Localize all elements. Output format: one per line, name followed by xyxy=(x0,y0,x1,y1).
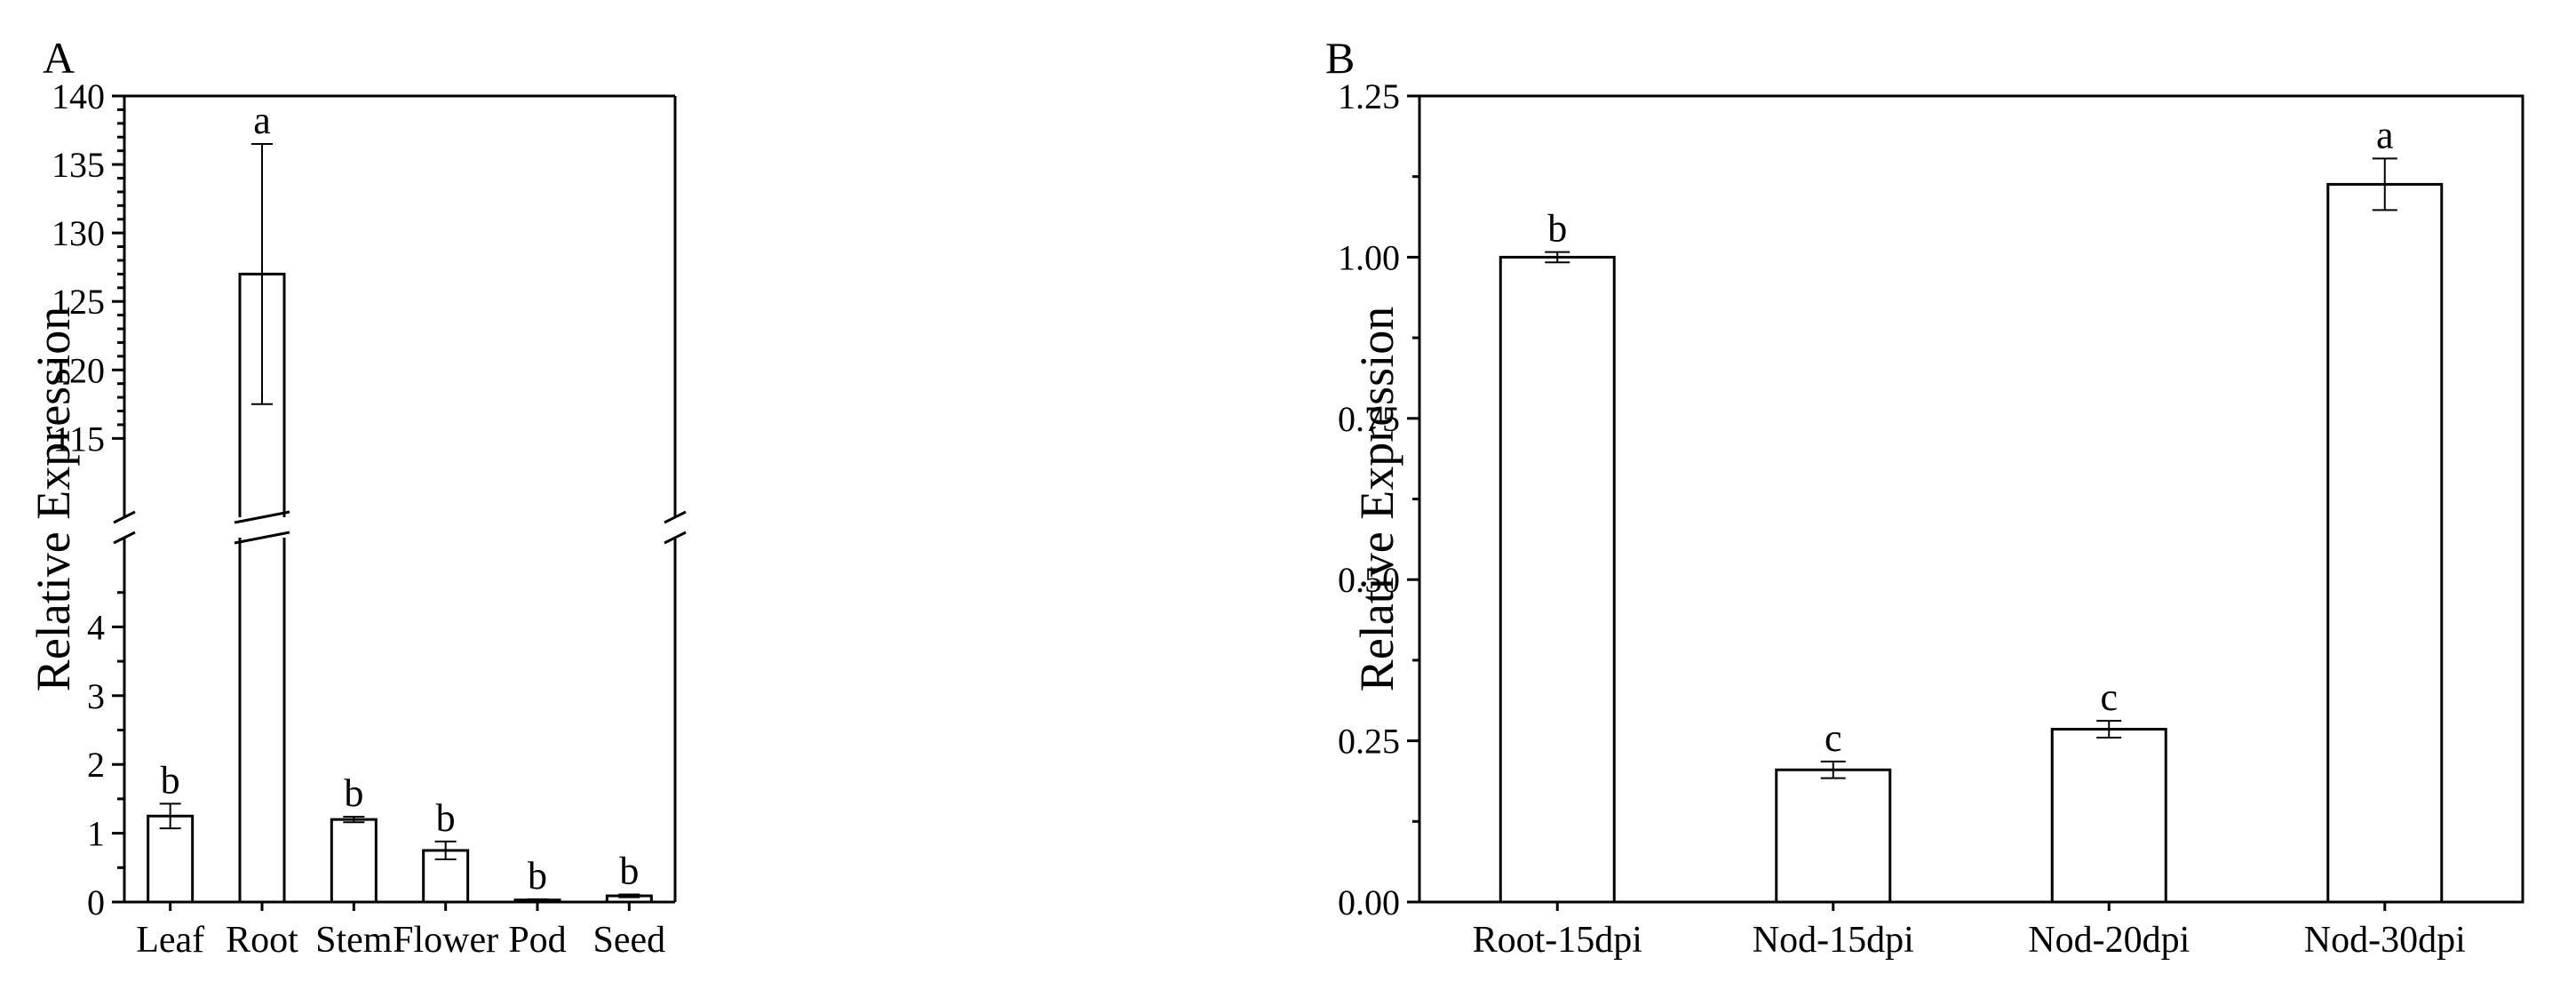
panel-b-bars: b Root-15dpi c Nod-15dpi c Nod-20dpi a Nod-30dp… xyxy=(1473,113,2466,961)
y-tick-label: 120 xyxy=(52,350,105,390)
y-tick-label: 3 xyxy=(87,676,105,716)
panel-a-label: A xyxy=(43,33,75,83)
bar-group-seed: b Seed xyxy=(593,849,666,961)
x-tick-label: Pod xyxy=(508,920,566,961)
bar-break-mark xyxy=(234,510,290,524)
y-axis-break-mark xyxy=(113,510,136,524)
bar-break-gap xyxy=(236,517,288,538)
panel-b-y-axis-label: Relative Expression xyxy=(1350,307,1403,691)
y-tick-label: 140 xyxy=(52,76,105,116)
panel-b: B Relative Expression b Root-15dpi c Nod-15… xyxy=(1325,33,2524,961)
significance-label: a xyxy=(2376,113,2394,156)
y-tick-label: 0.75 xyxy=(1338,399,1400,439)
x-tick-label: Seed xyxy=(593,920,666,961)
bar-group-root-15dpi: b Root-15dpi xyxy=(1473,207,1642,961)
right-axis-break-mark xyxy=(664,510,687,524)
bar-group-stem: b Stem xyxy=(315,771,393,961)
y-tick-label: 135 xyxy=(52,145,105,185)
y-tick-label: 1.00 xyxy=(1338,237,1400,277)
y-tick-label: 1.25 xyxy=(1338,76,1400,116)
bar-group-root: a Root xyxy=(226,99,298,961)
significance-label: c xyxy=(2100,675,2118,719)
y-tick-label: 115 xyxy=(52,419,105,459)
significance-label: b xyxy=(436,796,456,840)
x-tick-label: Flower xyxy=(393,920,498,961)
bar-group-nod-30dpi: a Nod-30dpi xyxy=(2304,113,2466,961)
x-tick-label: Root-15dpi xyxy=(1473,920,1642,961)
y-tick-label: 0.50 xyxy=(1338,560,1400,600)
significance-label: b xyxy=(344,771,363,815)
bar-group-leaf: b Leaf xyxy=(136,758,204,961)
bar-stem xyxy=(330,818,378,904)
y-tick-label: 125 xyxy=(52,282,105,322)
bar-group-flower: b Flower xyxy=(393,796,498,961)
significance-label: a xyxy=(253,99,271,142)
bar-root-15dpi xyxy=(1499,255,1616,904)
significance-label: b xyxy=(161,758,180,802)
x-tick-label: Nod-30dpi xyxy=(2304,920,2466,961)
y-tick-label: 130 xyxy=(52,213,105,253)
panel-a: A Relative Expression b Leaf a Root b Stem b Fl… xyxy=(27,33,687,961)
significance-label: b xyxy=(619,849,639,892)
bar-leaf xyxy=(147,814,195,904)
bar-group-nod-20dpi: c Nod-20dpi xyxy=(2028,675,2190,961)
bar-group-nod-15dpi: c Nod-15dpi xyxy=(1753,716,1914,961)
significance-label: b xyxy=(528,854,547,898)
bar-nod-30dpi xyxy=(2326,182,2444,904)
significance-label: c xyxy=(1825,716,1842,760)
panel-a-axes: 0 1 2 3 4 115 120 125 130 135 140 xyxy=(52,76,687,922)
bar-nod-20dpi xyxy=(2050,728,2167,904)
y-tick-label: 4 xyxy=(87,607,105,647)
panel-a-y-axis-label: Relative Expression xyxy=(27,307,80,691)
panel-b-label: B xyxy=(1325,33,1355,83)
y-tick-label: 1 xyxy=(87,814,105,854)
x-tick-label: Nod-15dpi xyxy=(1753,920,1914,961)
y-tick-label: 0.25 xyxy=(1338,722,1400,762)
bar-group-pod: b Pod xyxy=(508,854,566,961)
x-tick-label: Stem xyxy=(315,920,393,961)
x-tick-label: Nod-20dpi xyxy=(2028,920,2190,961)
significance-label: b xyxy=(1547,207,1567,251)
y-tick-label: 0 xyxy=(87,882,105,922)
panel-b-axes: 0.00 0.25 0.50 0.75 1.00 1.25 xyxy=(1338,76,2524,922)
y-tick-label: 0.00 xyxy=(1338,882,1400,922)
y-tick-label: 2 xyxy=(87,745,105,785)
right-axis-break-mark xyxy=(664,531,687,545)
x-tick-label: Root xyxy=(226,920,298,961)
bar-break-mark xyxy=(234,531,290,545)
bar-nod-15dpi xyxy=(1775,768,1892,904)
x-tick-label: Leaf xyxy=(136,920,204,961)
y-axis-break-mark xyxy=(113,531,136,545)
